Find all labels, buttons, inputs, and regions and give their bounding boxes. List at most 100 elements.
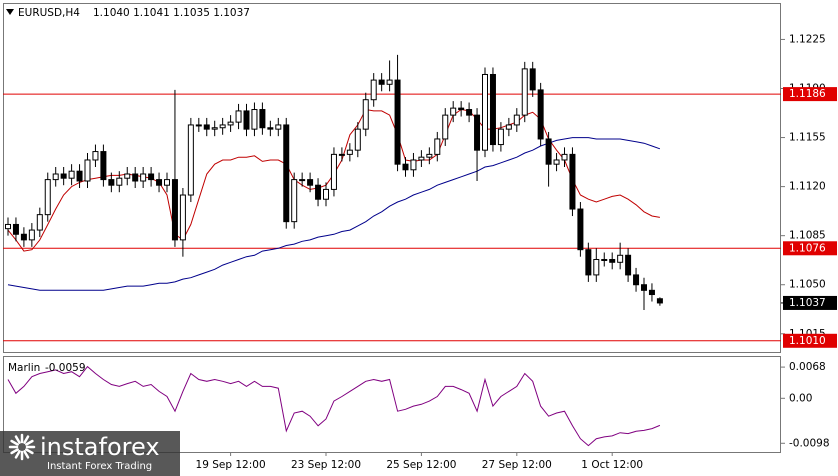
candle-body: [267, 127, 274, 130]
candle-body: [410, 159, 417, 171]
candle-body: [28, 229, 35, 241]
candle-body: [116, 177, 123, 186]
candle-body: [474, 114, 481, 151]
candle-body: [601, 258, 608, 261]
collapse-icon[interactable]: [6, 9, 14, 15]
candle-body: [338, 153, 345, 156]
candle-body: [171, 179, 178, 241]
level-label-bg: [783, 333, 837, 348]
indicator-title: Marlin: [8, 362, 40, 374]
logo-ray: [10, 448, 19, 455]
logo-ray: [14, 450, 21, 459]
candle-body: [521, 68, 528, 116]
candle-body: [561, 153, 568, 161]
candle-body: [625, 254, 632, 276]
candle-body: [227, 121, 234, 126]
candle-body: [362, 99, 369, 130]
candle-body: [577, 208, 584, 251]
logo-ray: [25, 439, 34, 446]
candle-body: [489, 73, 496, 146]
candle-body: [330, 153, 337, 190]
candle-body: [315, 184, 322, 200]
logo-ray: [14, 435, 21, 444]
candle-body: [585, 249, 592, 276]
candle-body: [426, 153, 433, 158]
candle-body: [299, 179, 306, 182]
logo-ray: [10, 439, 19, 446]
candle-body: [52, 173, 59, 181]
x-tick-label: 27 Sep 12:00: [482, 459, 552, 471]
watermark-brand: instaforex: [40, 433, 160, 461]
candle-body: [569, 153, 576, 210]
candle-body: [434, 138, 441, 155]
candle-body: [442, 114, 449, 140]
candle-body: [84, 159, 91, 182]
candle-body: [378, 79, 385, 85]
level-label: 1.1076: [789, 242, 826, 254]
candle-body: [418, 156, 425, 161]
candle-body: [36, 214, 43, 231]
level-label: 1.1010: [789, 335, 826, 347]
indicator-panel: [3, 356, 781, 453]
candle-body: [466, 109, 473, 116]
candle-body: [386, 79, 393, 85]
level-label: 1.1186: [789, 88, 826, 100]
candle-body: [553, 159, 560, 165]
candle-body: [12, 223, 19, 235]
candle-body: [60, 173, 67, 179]
candle-body: [497, 128, 504, 146]
x-tick-label: 25 Sep 12:00: [386, 459, 456, 471]
y-tick-label: 1.1155: [789, 132, 826, 144]
indicator-value: -0.0059: [45, 362, 86, 374]
candle-body: [537, 89, 544, 140]
candle-body: [76, 170, 83, 182]
y-tick-label: 0.00: [789, 392, 812, 404]
candle-body: [219, 124, 226, 129]
symbol: EURUSD,H4: [18, 7, 80, 19]
candle-body: [513, 114, 520, 126]
candle-body: [243, 110, 250, 130]
candle-body: [394, 79, 401, 165]
level-label-bg: [783, 241, 837, 256]
candle-body: [251, 109, 258, 130]
candle-body: [593, 258, 600, 276]
candle-body: [283, 124, 290, 223]
watermark-bg: [0, 431, 180, 476]
candle-body: [195, 124, 202, 127]
candle-body: [5, 223, 11, 230]
last-price-label: 1.1037: [789, 297, 826, 309]
y-tick-label: 1.1085: [789, 230, 826, 242]
candle-body: [450, 107, 457, 116]
candle-body: [92, 151, 99, 161]
candle-body: [617, 254, 624, 263]
candle-body: [259, 109, 266, 129]
candle-body: [68, 170, 75, 179]
y-tick-label: 1.1120: [789, 181, 826, 193]
candle-body: [235, 110, 242, 123]
candle-body: [648, 289, 655, 296]
main-panel: [3, 3, 781, 353]
candle-body: [44, 179, 51, 216]
candle-body: [291, 179, 298, 223]
candle-body: [307, 179, 314, 186]
logo-ray: [25, 448, 34, 455]
candle-body: [458, 107, 465, 111]
candle-body: [275, 124, 282, 130]
last-price-bg: [783, 295, 837, 310]
candle-body: [346, 149, 353, 155]
logo-ray: [23, 435, 30, 444]
watermark-tagline: Instant Forex Trading: [47, 461, 152, 472]
candle-body: [545, 138, 552, 165]
x-tick-label: 1 Oct 12:00: [581, 459, 643, 471]
candle-body: [402, 163, 409, 171]
candle-body: [100, 151, 107, 181]
logo-ray: [23, 450, 30, 459]
candle-body: [108, 179, 115, 186]
y-tick-label: 1.1225: [789, 33, 826, 45]
candle-body: [323, 188, 329, 200]
candle-body: [132, 173, 139, 182]
x-tick-label: 19 Sep 12:00: [196, 459, 266, 471]
